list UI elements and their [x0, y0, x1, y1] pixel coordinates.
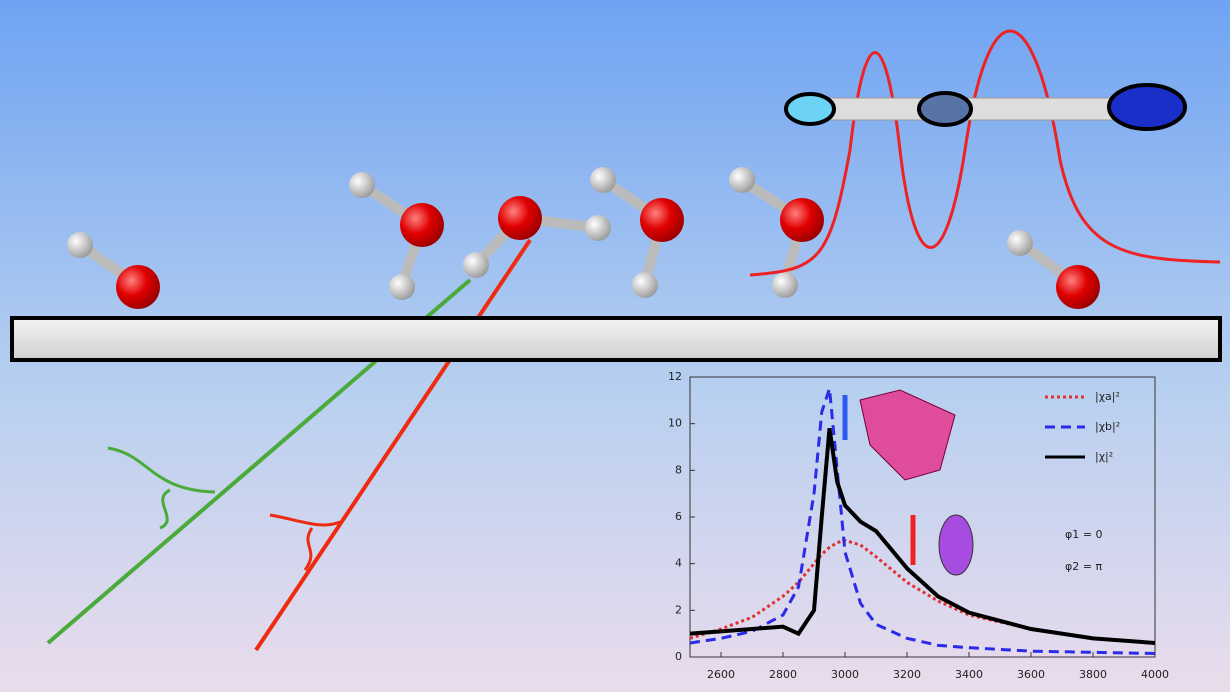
y-tick-label: 4 — [675, 557, 682, 570]
y-tick-label: 12 — [668, 370, 682, 383]
inset-chart: 0 2 4 6 8 10 12 2600 2800 3000 3200 3400 3600 3800 400… — [668, 370, 1169, 681]
oxygens — [116, 196, 1100, 309]
annotation: φ1 = 0 — [1065, 528, 1102, 541]
series-line — [689, 388, 1156, 655]
green-pulse — [107, 446, 216, 530]
y-tick-label: 10 — [668, 417, 682, 430]
x-tick-label: 3000 — [831, 668, 859, 681]
red-pulse — [269, 513, 341, 571]
red-beam — [254, 238, 532, 652]
y-tick-label: 6 — [675, 510, 682, 523]
x-tick-label: 3200 — [893, 668, 921, 681]
x-tick-label: 2800 — [769, 668, 797, 681]
molecule-icon — [859, 389, 956, 481]
hydrogens — [67, 167, 1033, 300]
x-tick-label: 3800 — [1079, 668, 1107, 681]
annotation: φ2 = π — [1065, 560, 1102, 573]
y-tick-label: 8 — [675, 463, 682, 476]
x-tick-label: 3600 — [1017, 668, 1045, 681]
y-tick-label: 0 — [675, 650, 682, 663]
y-tick-label: 2 — [675, 603, 682, 616]
series-line — [689, 428, 1156, 645]
x-tick-label: 3400 — [955, 668, 983, 681]
dumbbell — [784, 83, 1187, 131]
legend-label: |χ|² — [1095, 450, 1113, 463]
surface-slab — [10, 316, 1222, 362]
x-tick-label: 2600 — [707, 668, 735, 681]
legend-label: |χb|² — [1095, 420, 1120, 433]
legend-label: |χa|² — [1095, 390, 1120, 403]
x-tick-label: 4000 — [1141, 668, 1169, 681]
pulse-curve — [749, 29, 1221, 277]
molecule-icon-2 — [938, 514, 974, 576]
